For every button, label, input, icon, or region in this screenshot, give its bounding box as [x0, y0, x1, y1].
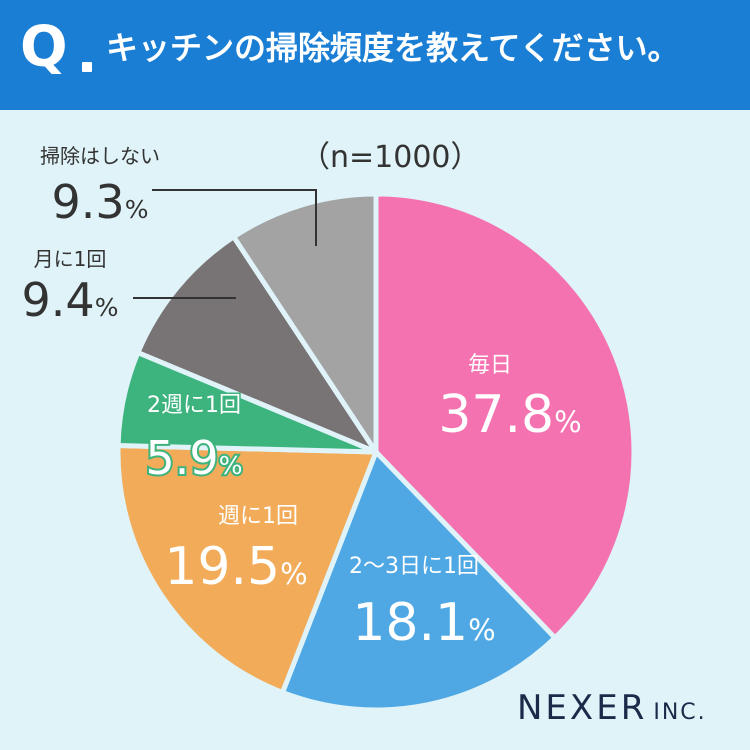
logo-suffix: INC. — [653, 700, 707, 725]
sample-size-note: （n=1000） — [300, 140, 481, 175]
question-title: キッチンの掃除頻度を教えてください。 — [106, 29, 680, 67]
slice-value-4: 9.4% — [22, 273, 119, 327]
slice-value-unit-4: % — [95, 293, 119, 322]
slice-label-5: 掃除はしない — [40, 144, 160, 168]
slice-value-number-5: 9.3 — [52, 175, 125, 229]
leader-line-5 — [152, 189, 317, 246]
pie-slice-2 — [115, 443, 379, 695]
slice-label-2: 週に1回 — [218, 504, 298, 529]
slice-value-5: 9.3% — [52, 175, 149, 229]
pie-slice-5 — [231, 191, 379, 455]
slice-value-unit-5: % — [125, 195, 149, 224]
question-mark-icon: Q — [20, 15, 68, 80]
slice-value-number-2: 19.5 — [164, 537, 280, 597]
slice-value-unit-3: % — [219, 451, 243, 480]
slice-label-4: 月に1回 — [34, 247, 107, 271]
slice-value-number-4: 9.4 — [22, 273, 95, 327]
question-dot-icon — [82, 62, 92, 72]
pie-slice-0 — [373, 191, 637, 641]
slice-value-3: 5.9% — [146, 431, 243, 485]
slice-label-0: 毎日 — [468, 353, 512, 378]
pie-slice-4 — [135, 234, 379, 455]
slice-value-number-1: 18.1 — [352, 593, 468, 653]
slice-value-2: 19.5% — [164, 537, 307, 597]
slice-value-0: 37.8% — [438, 385, 581, 445]
pie-slice-1 — [280, 449, 558, 713]
slice-value-unit-2: % — [280, 557, 308, 591]
header-bar: Q キッチンの掃除頻度を教えてください。 — [0, 0, 750, 110]
logo-main: NEXER — [517, 688, 648, 728]
slice-value-unit-0: % — [554, 405, 582, 439]
slice-value-number-0: 37.8 — [438, 385, 554, 445]
slice-value-number-3: 5.9 — [146, 431, 219, 485]
slice-value-unit-1: % — [468, 613, 496, 647]
slice-value-1: 18.1% — [352, 593, 495, 653]
nexer-logo: NEXER INC. — [517, 688, 707, 728]
slice-label-1: 2〜3日に1回 — [349, 554, 479, 579]
slice-label-3: 2週に1回 — [147, 393, 241, 418]
